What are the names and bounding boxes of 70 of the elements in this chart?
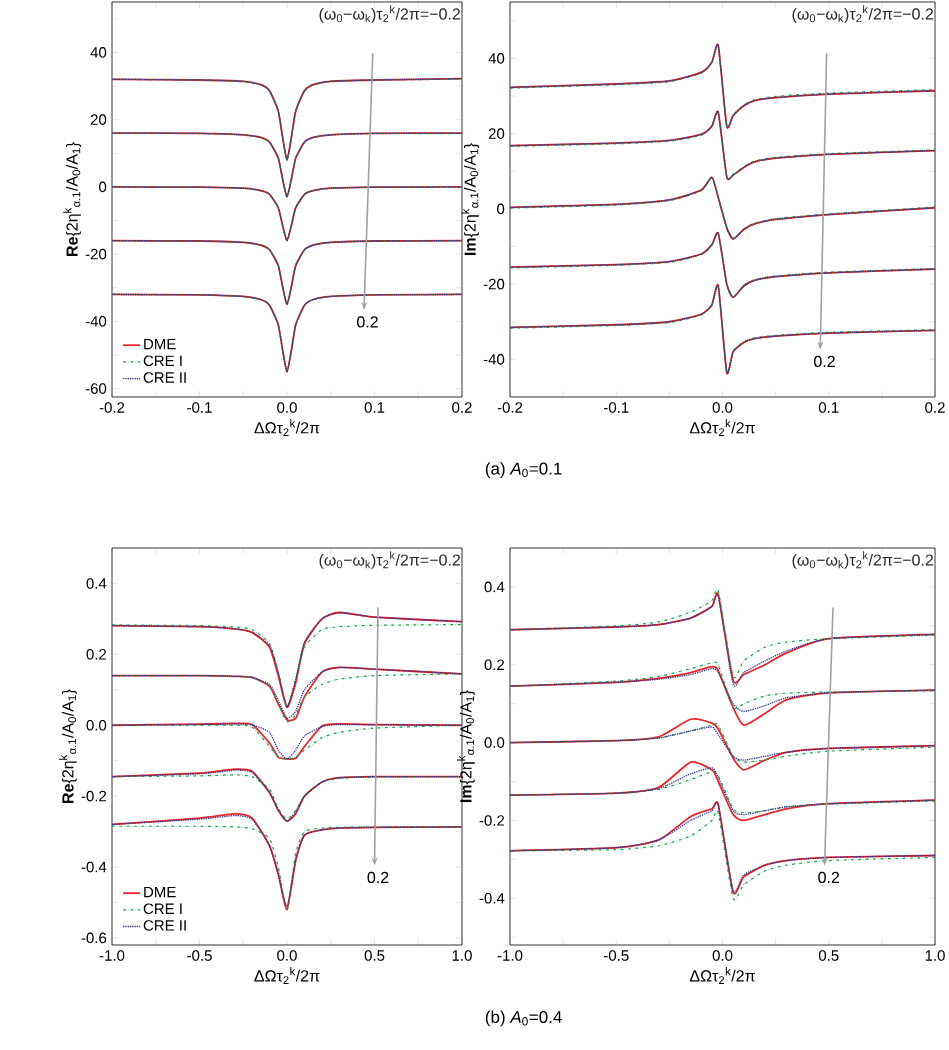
y-tick-label: 0 [497, 203, 505, 215]
y-tick-label: -20 [483, 278, 505, 290]
y-tick-label: -20 [85, 248, 107, 260]
x-axis-title: ΔΩτ$_{2}$$^{k}$/2π [254, 419, 320, 436]
legend-label: DME [144, 886, 176, 898]
annotation: 0.2 [357, 316, 378, 328]
x-tick-label: -0.1 [187, 402, 212, 413]
x-tick-label: 0.5 [818, 950, 839, 961]
annotation: (ω$_{0}$−ω$_{k}$)τ$_{2}$$^{k}$/2π=−0.2 [319, 5, 460, 23]
x-tick-label: -0.1 [604, 402, 629, 413]
annotation: 0.2 [818, 871, 840, 884]
x-axis-title: ΔΩτ$_{2}$$^{k}$/2π [689, 419, 755, 436]
annotation: (ω$_{0}$−ω$_{k}$)τ$_{2}$$^{k}$/2π=−0.2 [792, 5, 934, 23]
text: Re{2η$^{k}$$_{α.1}$/A$_{0}$/A$_{1}$} [63, 142, 81, 256]
y-tick-label: 20 [488, 128, 505, 139]
text: (a) A$_{0}$=0.1 [485, 462, 562, 478]
y-tick-label: 0.4 [86, 578, 107, 589]
x-tick-label: -0.2 [99, 402, 125, 413]
x-tick-label: -0.2 [497, 402, 523, 413]
y-tick-label: 0.4 [484, 581, 505, 593]
y-tick-label: 40 [488, 53, 505, 64]
y-tick-label: 40 [90, 47, 107, 58]
y-tick-label: -0.2 [81, 790, 107, 802]
line-series [509, 662, 936, 709]
line-series [111, 132, 463, 198]
x-tick-label: 0.0 [712, 950, 733, 961]
y-tick-label: 20 [90, 114, 107, 125]
text: Re{2η$^{k}$$_{α.1}$/A$_{0}$/A$_{1}$} [59, 689, 77, 803]
x-tick-label: -0.5 [187, 950, 212, 961]
line-series [509, 668, 936, 713]
x-tick-label: 0.5 [364, 950, 385, 961]
y-tick-label: -60 [85, 383, 107, 394]
x-tick-label: 0.0 [277, 402, 297, 413]
annotation: (ω$_{0}$−ω$_{k}$)τ$_{2}$$^{k}$/2π=−0.2 [319, 551, 460, 569]
y-tick-label: 0 [99, 181, 107, 193]
annotation: (ω$_{0}$−ω$_{k}$)τ$_{2}$$^{k}$/2π=−0.2 [792, 551, 934, 569]
annotation: 0.2 [367, 871, 389, 884]
y-tick-label: 0.2 [86, 649, 107, 660]
x-tick-label: 1.0 [925, 950, 945, 961]
legend-label: CRE II [143, 920, 186, 931]
legend-label: DME [144, 338, 176, 350]
text: Im{2η$^{k}$$_{α.1}$/A$_{0}$/A$_{1}$} [457, 690, 475, 803]
x-tick-label: -1.0 [497, 950, 523, 961]
x-tick-label: 0.2 [925, 402, 945, 413]
y-tick-label: 0.2 [484, 659, 505, 671]
legend-label: CRE II [143, 372, 186, 383]
y-tick-label: -0.4 [479, 892, 505, 904]
x-tick-label: -0.5 [604, 950, 629, 961]
x-axis-title: ΔΩτ$_{2}$$^{k}$/2π [689, 967, 755, 984]
text: Im{2η$^{k}$$_{α.1}$/A$_{0}$/A$_{1}$} [461, 143, 479, 256]
y-tick-label: -0.4 [81, 861, 107, 873]
legend-label: CRE I [143, 355, 182, 367]
y-tick-label: -40 [483, 354, 505, 365]
x-axis-title: ΔΩτ$_{2}$$^{k}$/2π [254, 967, 320, 984]
legend-label: CRE I [143, 903, 182, 915]
y-tick-label: -0.6 [81, 932, 107, 944]
x-tick-label: 1.0 [452, 950, 472, 961]
y-tick-label: -0.2 [479, 815, 505, 826]
y-tick-label: -40 [85, 316, 107, 327]
annotation: 0.2 [814, 355, 835, 368]
line-series [111, 293, 463, 373]
text: (b) A$_{0}$=0.4 [485, 1010, 562, 1027]
y-tick-label: 0.0 [86, 719, 107, 731]
x-tick-label: -1.0 [99, 950, 125, 961]
y-tick-label: 0.0 [484, 737, 505, 748]
x-tick-label: 0.0 [712, 402, 733, 413]
x-tick-label: 0.1 [818, 402, 839, 413]
x-tick-label: 0.2 [452, 402, 472, 413]
x-tick-label: 0.1 [364, 402, 385, 413]
x-tick-label: 0.0 [277, 950, 297, 961]
